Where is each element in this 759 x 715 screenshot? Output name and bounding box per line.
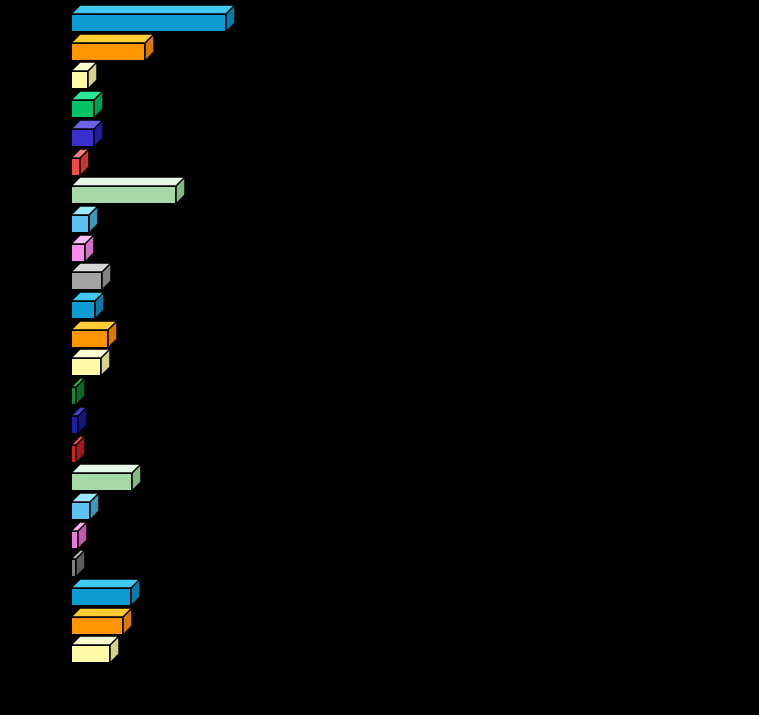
bar-side-face: [94, 119, 103, 147]
bar-top-face: [71, 148, 89, 158]
bar-top-face: [71, 636, 119, 646]
bar-top-face: [71, 119, 103, 129]
bar-outline: [70, 4, 236, 33]
bar-side-face: [76, 378, 85, 406]
bar-top-face: [71, 406, 87, 416]
bar-1[interactable]: [70, 4, 236, 33]
bar-3[interactable]: [70, 61, 98, 91]
bar-side-face: [76, 435, 85, 463]
bar-side-face: [85, 234, 94, 262]
bar-13[interactable]: [70, 348, 111, 378]
bar-outline: [70, 119, 104, 148]
bar-side-face: [108, 320, 117, 348]
bar-outline: [70, 147, 90, 177]
bar-top-face: [71, 550, 85, 560]
bar-top-face: [71, 349, 110, 359]
bar-outline: [70, 32, 155, 62]
bar-outline: [70, 578, 141, 607]
bar-4[interactable]: [70, 90, 104, 119]
bar-side-face: [110, 636, 119, 664]
bar-6[interactable]: [70, 147, 90, 177]
bar-top-face: [71, 320, 117, 330]
bar-outline: [70, 291, 105, 320]
bar-5[interactable]: [70, 119, 104, 148]
bar-outline: [70, 176, 186, 205]
bar-top-face: [71, 521, 87, 531]
bar-16[interactable]: [70, 434, 86, 464]
bar-side-face: [94, 91, 103, 119]
bar-outline: [70, 348, 111, 378]
bar-outline: [70, 606, 133, 636]
bar-top-face: [71, 205, 98, 215]
bar-side-face: [78, 406, 87, 434]
bar-side-face: [145, 33, 154, 61]
bar-top-face: [71, 5, 235, 14]
bar-18[interactable]: [70, 492, 100, 521]
bar-23[interactable]: [70, 635, 120, 665]
bar-top-face: [71, 62, 97, 72]
bar-top-face: [71, 91, 103, 101]
bar-2[interactable]: [70, 32, 155, 62]
bar-10[interactable]: [70, 262, 112, 292]
bar-outline: [70, 233, 95, 263]
bar-side-face: [176, 177, 185, 205]
bar-side-face: [76, 550, 85, 578]
bar-top-face: [71, 292, 104, 301]
bar-outline: [70, 520, 88, 550]
bar-outline: [70, 635, 120, 665]
bar-outline: [70, 463, 142, 492]
bar-top-face: [71, 607, 132, 617]
bar-14[interactable]: [70, 377, 86, 406]
bar-side-face: [89, 205, 98, 233]
bar-top-face: [71, 464, 141, 474]
bar-top-face: [71, 492, 99, 502]
bar-top-face: [71, 435, 85, 445]
bar-21[interactable]: [70, 578, 141, 607]
bar-side-face: [123, 607, 132, 635]
bar-11[interactable]: [70, 291, 105, 320]
bar-7[interactable]: [70, 176, 186, 205]
bar-top-face: [71, 33, 154, 43]
bar-outline: [70, 90, 104, 119]
bar-top-face: [71, 234, 94, 244]
bar-side-face: [102, 263, 111, 291]
bar-side-face: [78, 521, 87, 549]
bar-side-face: [131, 579, 140, 606]
bar-outline: [70, 61, 98, 91]
bar-side-face: [226, 5, 235, 32]
bar-side-face: [88, 62, 97, 90]
bar-top-face: [71, 579, 140, 588]
bar-side-face: [90, 492, 99, 520]
bar-side-face: [80, 148, 89, 176]
bar-19[interactable]: [70, 520, 88, 550]
bar-side-face: [95, 292, 104, 319]
bar-top-face: [71, 378, 85, 388]
bar-outline: [70, 377, 86, 406]
bar-15[interactable]: [70, 406, 88, 435]
bar-outline: [70, 549, 86, 579]
bar-outline: [70, 492, 100, 521]
bar-side-face: [132, 464, 141, 492]
bar-outline: [70, 319, 118, 349]
bar-22[interactable]: [70, 606, 133, 636]
bar-9[interactable]: [70, 233, 95, 263]
bar-outline: [70, 434, 86, 464]
bar-12[interactable]: [70, 319, 118, 349]
bar-17[interactable]: [70, 463, 142, 492]
bar-top-face: [71, 263, 111, 273]
bar-outline: [70, 406, 88, 435]
bar-20[interactable]: [70, 549, 86, 579]
bar-8[interactable]: [70, 205, 99, 234]
bar-outline: [70, 205, 99, 234]
bar-top-face: [71, 177, 185, 187]
bar-outline: [70, 262, 112, 292]
bar-side-face: [101, 349, 110, 377]
